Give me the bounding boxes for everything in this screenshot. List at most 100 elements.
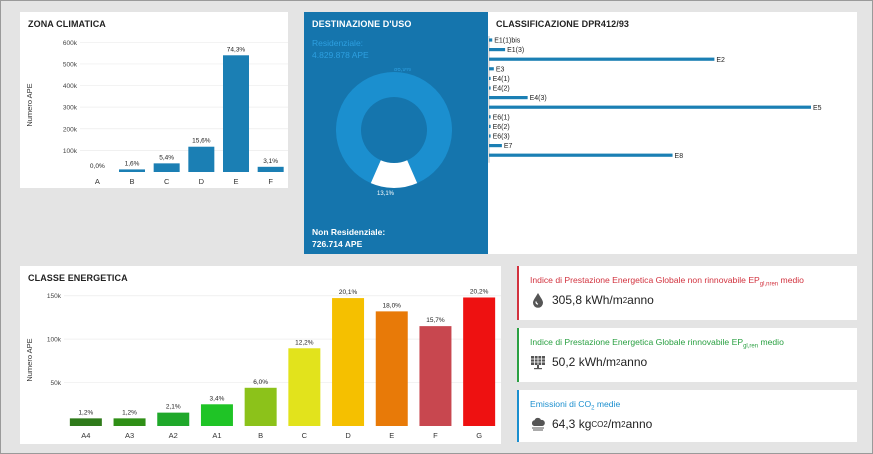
classe-bar [200, 404, 233, 426]
classificazione-bar-label: E1(3) [507, 47, 524, 54]
classe-y-tick-label: 50k [51, 380, 62, 387]
classe-energetica-chart: Numero APE 50k 100k 150k 1,2% A4 1,2% A3 2,1% A2 3… [25, 288, 501, 440]
classificazione-bar-label: E2 [716, 57, 725, 64]
classe-bar [375, 311, 408, 426]
residenziale-value: 4.829.878 APE [312, 50, 369, 60]
zona-bar [257, 166, 284, 172]
kpi-accent-bar [517, 390, 519, 442]
destinazione-title: DESTINAZIONE D'USO [312, 19, 412, 29]
classe-energetica-panel: CLASSE ENERGETICA Numero APE 50k 100k 150k 1… [20, 266, 501, 444]
classificazione-bar [489, 124, 491, 128]
classe-data-label: 2,1% [166, 404, 181, 411]
classificazione-bar [489, 115, 491, 119]
zona-bar [188, 146, 215, 172]
classe-energetica-title: CLASSE ENERGETICA [28, 273, 128, 283]
classificazione-bar [489, 96, 528, 100]
zona-climatica-panel: ZONA CLIMATICA Numero APE 100k 200k 300k 400… [20, 12, 288, 188]
classe-data-label: 12,2% [295, 339, 314, 346]
classificazione-bar [489, 38, 493, 42]
non-residenziale-value: 726.714 APE [312, 239, 363, 249]
classificazione-bar-label: E6(2) [493, 124, 510, 131]
kpi-accent-bar [517, 266, 519, 320]
classe-bar [113, 418, 146, 426]
classe-data-label: 20,2% [470, 288, 489, 295]
zona-climatica-chart: Numero APE 100k 200k 300k 400k 500k 600k 0,0% A 1… [25, 40, 288, 186]
zona-climatica-title: ZONA CLIMATICA [28, 19, 106, 29]
kpi-value: 64,3 kg CO2/m 2 anno [530, 416, 652, 432]
classe-x-tick-label: G [476, 431, 482, 440]
zona-data-label: 74,3% [227, 46, 246, 53]
zona-data-label: 3,1% [263, 158, 278, 165]
classe-y-tick-label: 100k [47, 337, 62, 344]
zona-data-label: 0,0% [90, 163, 105, 170]
classe-x-tick-label: A4 [81, 431, 90, 440]
classe-x-tick-label: C [302, 431, 308, 440]
zona-y-tick-label: 400k [63, 83, 78, 90]
classificazione-bar [489, 153, 673, 157]
classe-bar [463, 297, 496, 426]
donut-slice [336, 71, 452, 184]
zona-y-axis-label: Numero APE [25, 83, 34, 126]
zona-x-tick-label: E [233, 177, 238, 186]
kpi-title: Indice di Prestazione Energetica Globale… [530, 275, 804, 288]
zona-y-tick-label: 100k [63, 148, 78, 155]
kpi-card-co2: Emissioni di CO2 medie 64,3 kg CO2/m 2 ann… [517, 390, 857, 442]
classificazione-bar [489, 86, 491, 90]
classe-data-label: 15,7% [426, 317, 445, 324]
classificazione-bar-label: E4(2) [493, 86, 510, 93]
classe-data-label: 1,2% [78, 409, 93, 416]
classe-y-tick-label: 150k [47, 293, 62, 300]
classificazione-bar-label: E6(3) [493, 134, 510, 141]
zona-x-tick-label: D [199, 177, 205, 186]
classificazione-bar-label: E3 [496, 66, 505, 73]
classe-data-label: 20,1% [339, 289, 358, 296]
kpi-value: 50,2 kWh/m 2 anno [530, 354, 647, 370]
kpi-title: Indice di Prestazione Energetica Globale… [530, 337, 784, 350]
donut-slice-label: 86,9% [394, 68, 412, 73]
zona-bar [223, 55, 249, 172]
classificazione-chart: E1(1)bis E1(3) E2 E3 E4(1) E4(2) E4(3) E5 E6(1) E… [488, 36, 822, 163]
zona-y-tick-label: 200k [63, 126, 78, 133]
classe-bar [69, 418, 102, 426]
destinazione-donut: 86,9% 13,1% [336, 68, 452, 197]
zona-data-label: 5,4% [159, 154, 174, 161]
classificazione-bar [489, 76, 491, 80]
classe-bar [419, 326, 452, 426]
classificazione-bar-label: E4(1) [493, 76, 510, 83]
non-residenziale-label: Non Residenziale: [312, 227, 386, 237]
classificazione-panel: CLASSIFICAZIONE DPR412/93 E1(1)bis E1(3) E… [488, 12, 857, 254]
kpi-value: 305,8 kWh/m 2 anno [530, 292, 654, 308]
zona-y-tick-label: 600k [63, 40, 78, 47]
classe-x-tick-label: B [258, 431, 263, 440]
residenziale-label: Residenziale: [312, 38, 364, 48]
zona-x-tick-label: C [164, 177, 170, 186]
zona-data-label: 15,6% [192, 138, 211, 145]
zona-data-label: 1,6% [125, 160, 140, 167]
classe-data-label: 1,2% [122, 409, 137, 416]
zona-x-tick-label: A [95, 177, 100, 186]
classificazione-bar [489, 67, 494, 71]
zona-y-tick-label: 300k [63, 105, 78, 112]
classificazione-bar-label: E4(3) [530, 95, 547, 102]
classe-data-label: 6,0% [253, 379, 268, 386]
classe-bar [332, 298, 365, 426]
classificazione-bar [489, 134, 491, 138]
classe-x-tick-label: A1 [212, 431, 221, 440]
classe-bar [244, 387, 277, 426]
zona-x-tick-label: B [129, 177, 134, 186]
donut-slice [370, 160, 418, 188]
classe-x-tick-label: A2 [169, 431, 178, 440]
classe-x-tick-label: F [433, 431, 438, 440]
classificazione-bar-label: E8 [675, 153, 684, 160]
classificazione-bar [489, 144, 502, 148]
classificazione-title: CLASSIFICAZIONE DPR412/93 [496, 19, 630, 29]
kpi-accent-bar [517, 328, 519, 382]
drop-icon [533, 293, 543, 308]
solar-panel-icon [531, 356, 545, 370]
classificazione-bar [489, 57, 715, 61]
classificazione-bar-label: E7 [504, 143, 513, 150]
classe-data-label: 3,4% [210, 395, 225, 402]
classificazione-bar-label: E5 [813, 105, 822, 112]
zona-x-tick-label: F [268, 177, 273, 186]
kpi-title: Emissioni di CO2 medie [530, 399, 621, 412]
